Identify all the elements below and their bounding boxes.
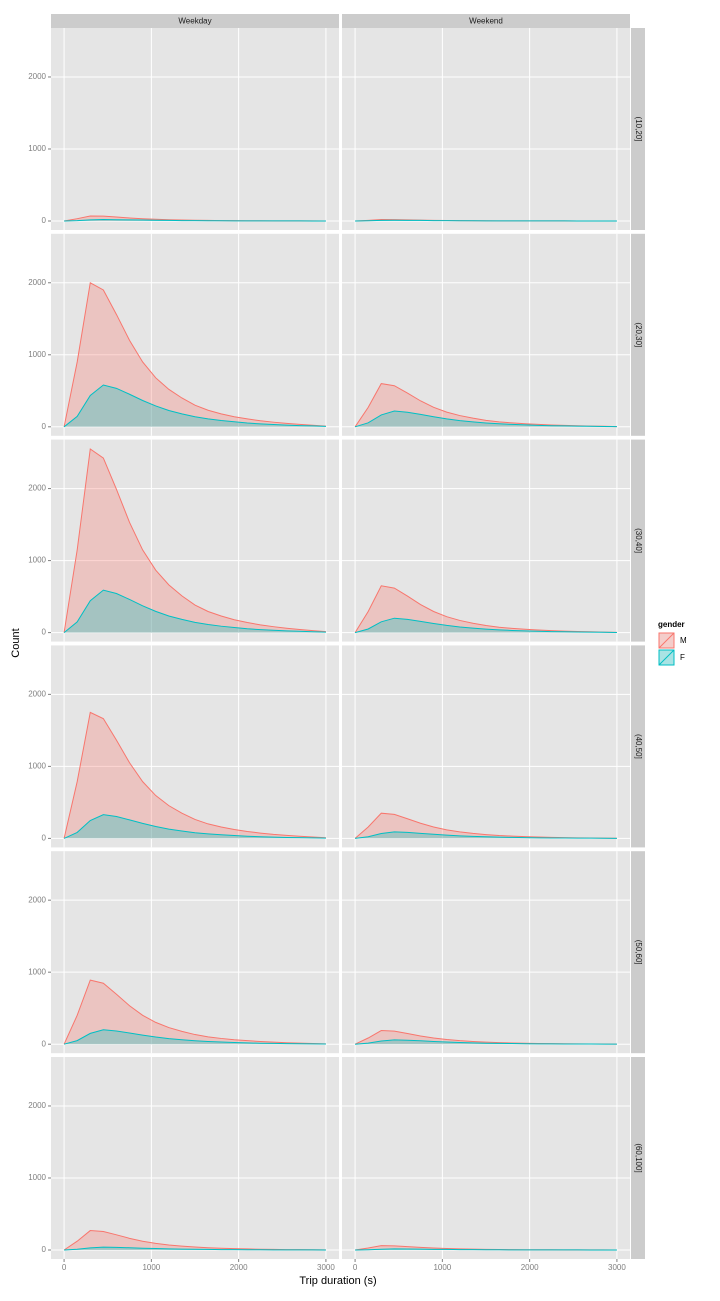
y-tick-label: 0: [42, 422, 47, 431]
panel-background: [342, 28, 630, 230]
panel-background: [51, 645, 339, 848]
density-line: [355, 1039, 617, 1045]
density-line: [63, 384, 326, 428]
row-strip-label: (60,100]: [634, 1143, 643, 1172]
panel-background: [51, 233, 339, 436]
panel-background: [51, 28, 339, 230]
column-strip: [342, 14, 630, 28]
y-tick-label: 1000: [28, 1173, 46, 1182]
x-tick-label: 1000: [142, 1263, 160, 1272]
density-line: [63, 281, 326, 427]
row-strip: [631, 1057, 645, 1259]
density-line: [63, 589, 326, 633]
x-tick-label: 3000: [608, 1263, 626, 1272]
y-tick-label: 1000: [28, 761, 46, 770]
density-line: [63, 448, 326, 633]
density-line: [355, 1248, 617, 1251]
legend-title: gender: [658, 620, 685, 629]
y-tick-label: 0: [42, 834, 47, 843]
panel-background: [342, 1057, 630, 1259]
density-area: [355, 410, 617, 427]
legend-label: F: [680, 653, 685, 662]
panel-background: [51, 439, 339, 642]
y-tick-label: 2000: [28, 689, 46, 698]
density-area: [355, 813, 617, 839]
y-tick-label: 0: [42, 1245, 47, 1254]
x-tick-label: 3000: [317, 1263, 335, 1272]
density-line: [63, 814, 326, 839]
density-line: [354, 617, 617, 634]
density-line: [63, 979, 326, 1045]
legend-diagonal: [658, 632, 675, 649]
density-area: [64, 590, 326, 633]
y-tick-label: 2000: [28, 1101, 46, 1110]
y-tick-label: 0: [42, 216, 47, 225]
density-area: [64, 1230, 326, 1250]
panel-background: [51, 851, 339, 1054]
density-line: [63, 711, 326, 839]
row-strip-label: (50,60]: [634, 940, 643, 965]
density-area: [355, 383, 617, 427]
density-area: [64, 282, 326, 427]
x-tick-label: 2000: [521, 1263, 539, 1272]
density-area: [64, 980, 326, 1045]
x-tick-label: 0: [62, 1263, 67, 1272]
density-line: [64, 219, 326, 222]
density-area: [64, 448, 326, 633]
row-strip: [631, 439, 645, 642]
y-tick-label: 2000: [28, 484, 46, 493]
column-strip: [51, 14, 339, 28]
legend-diagonal: [658, 649, 675, 666]
y-tick-label: 2000: [28, 72, 46, 81]
y-tick-label: 0: [42, 1039, 47, 1048]
x-axis-title: Trip duration (s): [299, 1275, 376, 1287]
legend-label: M: [680, 636, 687, 645]
y-tick-label: 0: [42, 628, 47, 637]
density-line: [63, 1029, 326, 1045]
x-tick-label: 1000: [433, 1263, 451, 1272]
y-tick-label: 1000: [28, 967, 46, 976]
density-line: [354, 585, 617, 633]
y-tick-label: 1000: [28, 350, 46, 359]
y-tick-label: 2000: [28, 278, 46, 287]
density-area: [64, 712, 326, 839]
row-strip: [631, 645, 645, 848]
y-tick-label: 1000: [28, 556, 46, 565]
x-tick-label: 2000: [230, 1263, 248, 1272]
row-strip-label: (30,40]: [634, 528, 643, 553]
density-line: [64, 1246, 326, 1251]
density-area: [64, 385, 326, 427]
x-tick-label: 0: [353, 1263, 358, 1272]
density-line: [354, 410, 617, 428]
panel-background: [51, 1057, 339, 1259]
density-line: [355, 219, 617, 222]
row-strip-label: (20,30]: [634, 322, 643, 347]
panel-background: [342, 233, 630, 436]
row-strip-label: (40,50]: [634, 734, 643, 759]
y-tick-label: 1000: [28, 144, 46, 153]
row-strip: [631, 233, 645, 436]
density-line: [355, 831, 617, 839]
y-tick-label: 2000: [28, 895, 46, 904]
panel-background: [342, 439, 630, 642]
row-strip: [631, 851, 645, 1054]
column-strip-label: Weekday: [178, 17, 211, 26]
panel-background: [342, 851, 630, 1054]
row-strip-label: (10,20]: [634, 117, 643, 142]
row-strip: [631, 28, 645, 230]
column-strip-label: Weekend: [469, 17, 503, 26]
y-axis-title: Count: [10, 628, 22, 657]
density-area: [64, 814, 326, 839]
